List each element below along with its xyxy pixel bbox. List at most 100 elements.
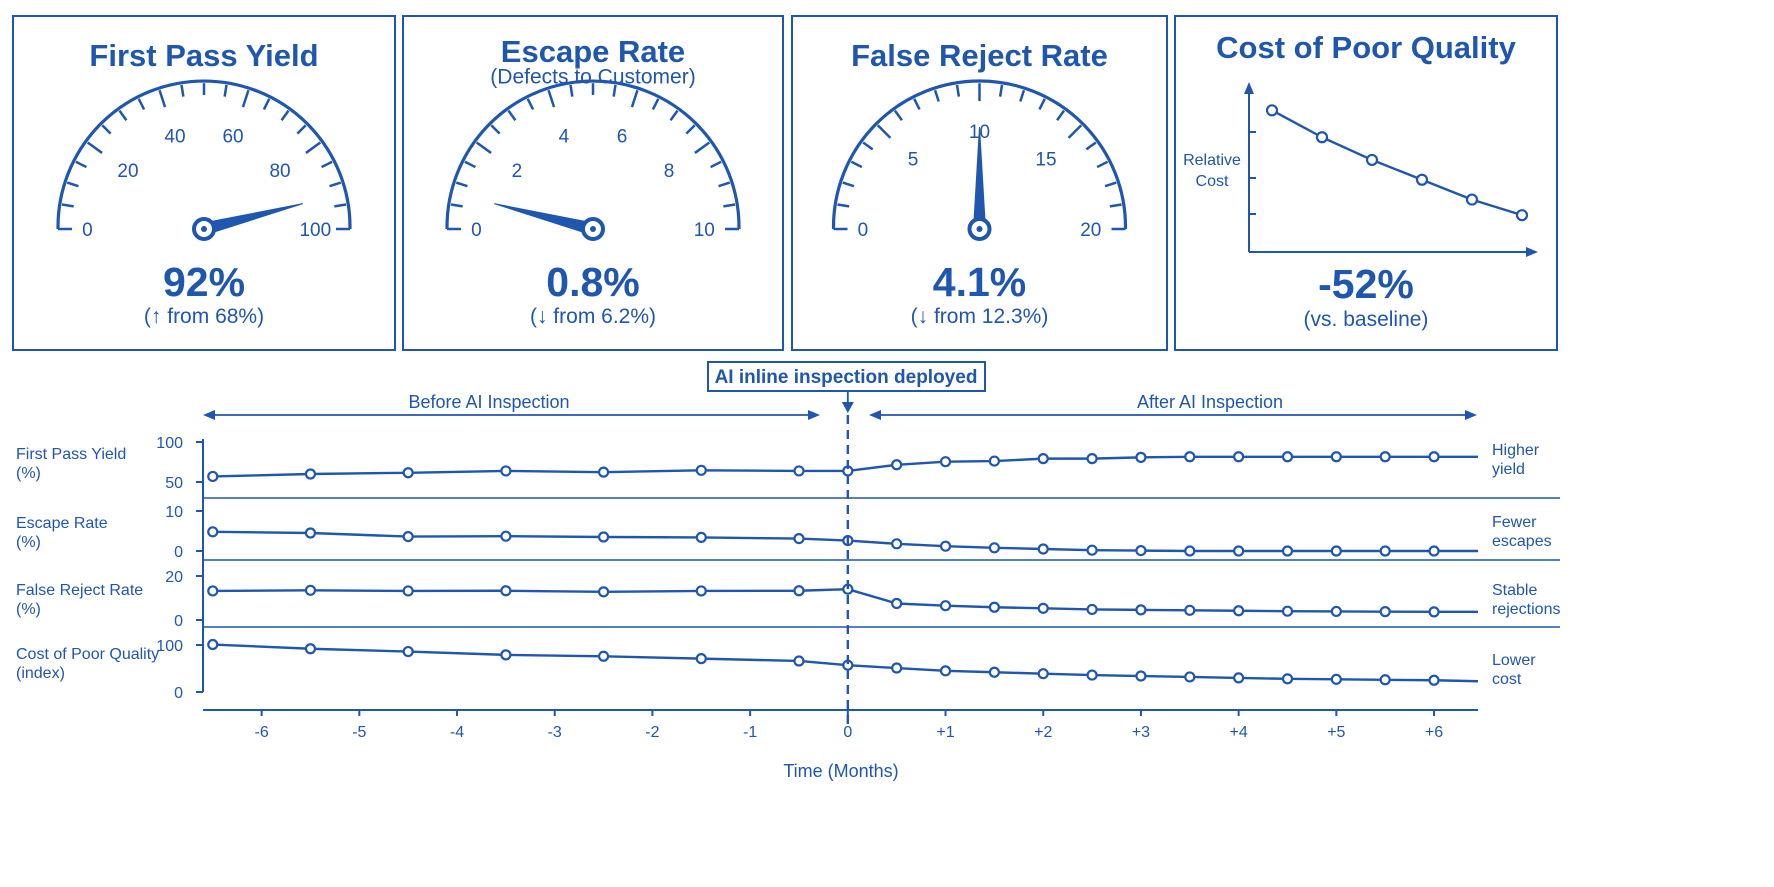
x-tick-label: -1 xyxy=(743,724,757,741)
row-point xyxy=(939,665,952,677)
x-tick-label: -5 xyxy=(352,724,366,741)
gauge-value: 4.1% xyxy=(933,259,1026,305)
row-ytick-top: 10 xyxy=(165,504,183,521)
gauge-tick xyxy=(723,203,736,208)
before-label: Before AI Inspection xyxy=(408,392,569,412)
gauge-tick xyxy=(669,109,679,121)
gauge-title: First Pass Yield xyxy=(89,38,318,73)
row-point xyxy=(1428,606,1440,618)
row-point xyxy=(1428,674,1440,686)
gauge-card-frame xyxy=(402,15,784,351)
gauge-tick xyxy=(490,124,501,135)
copq-series-line xyxy=(1271,109,1523,217)
gauge-scale-label: 40 xyxy=(164,127,185,148)
row-point xyxy=(207,470,219,483)
row-point xyxy=(500,585,512,597)
row-point xyxy=(500,649,512,661)
gauge-tick xyxy=(547,89,556,108)
row-point xyxy=(597,466,610,478)
row-point xyxy=(891,597,903,610)
row-point xyxy=(891,662,903,674)
row-point xyxy=(939,540,952,552)
row-point xyxy=(793,585,805,597)
copq-point xyxy=(1365,153,1379,167)
before-span-arrow-left xyxy=(203,410,215,420)
gauge-arc xyxy=(445,79,741,229)
row-note-line1: Stable xyxy=(1492,582,1537,599)
gauge-tick xyxy=(1067,124,1083,139)
gauge-scale-label: 80 xyxy=(269,161,290,182)
x-tick-label: -3 xyxy=(548,724,562,741)
row-point xyxy=(793,465,805,477)
gauge-tick xyxy=(101,124,112,135)
copq-point xyxy=(1515,209,1529,222)
gauge-scale-label: 10 xyxy=(694,220,715,241)
row-point xyxy=(1135,604,1147,616)
row-point xyxy=(1379,545,1391,557)
gauge-tick xyxy=(1038,98,1046,110)
row-point xyxy=(1428,545,1440,557)
row-note-line1: Fewer xyxy=(1492,514,1537,531)
row-point xyxy=(988,601,1000,613)
row-point xyxy=(1281,605,1294,617)
row-point xyxy=(1037,602,1049,614)
row-point xyxy=(1184,604,1196,616)
copq-y-arrow xyxy=(1244,82,1254,94)
gauge-tick xyxy=(262,98,271,110)
gauge-tick xyxy=(464,160,476,169)
row-point xyxy=(1086,603,1098,616)
gauge-hub-dot xyxy=(201,226,207,232)
gauge-scale-label: 4 xyxy=(559,127,570,148)
x-tick-label: -6 xyxy=(255,724,269,741)
row-label-line2: (%) xyxy=(16,465,41,482)
row-point xyxy=(988,542,1000,554)
copq-point xyxy=(1415,173,1429,186)
x-tick-label: -4 xyxy=(450,724,464,741)
gauge-tick xyxy=(1085,141,1097,151)
gauge-caption: (↑ from 68%) xyxy=(144,305,264,328)
copq-card-frame xyxy=(1174,15,1558,351)
row-point xyxy=(1037,453,1049,465)
row-ytick-bottom: 0 xyxy=(174,685,183,702)
copq-x-arrow xyxy=(1526,247,1538,257)
row-point xyxy=(1379,674,1391,686)
gauge-tick xyxy=(507,109,517,121)
row-point xyxy=(695,585,707,597)
row-label-line1: Cost of Poor Quality xyxy=(16,646,159,663)
gauge-value: 92% xyxy=(163,259,245,305)
gauge-tick xyxy=(710,160,722,169)
row-point xyxy=(1330,673,1342,685)
row-ytick-bottom: 0 xyxy=(174,544,183,561)
row-point xyxy=(597,531,610,543)
gauge-tick xyxy=(321,160,333,169)
gauge-tick xyxy=(651,98,660,110)
row-note-line1: Lower xyxy=(1492,652,1536,669)
timeline-row-2: Escape Rate (%) 10 0 Fewer escapes xyxy=(16,504,1560,561)
gauge-title: Escape Rate xyxy=(501,34,685,69)
row-point xyxy=(500,465,512,477)
row-point xyxy=(1281,545,1294,557)
timeline-row-1: First Pass Yield (%) 100 50 Higher yield xyxy=(16,435,1560,499)
gauge-tick xyxy=(180,84,185,97)
row-point xyxy=(939,600,952,612)
gauge-tick xyxy=(329,181,342,188)
row-point xyxy=(1379,606,1391,618)
gauge-tick xyxy=(569,84,574,97)
gauge-tick xyxy=(862,141,874,151)
banner-arrow xyxy=(841,402,854,413)
row-point xyxy=(793,532,805,545)
row-point xyxy=(1281,673,1294,685)
gauge-scale-label: 0 xyxy=(858,220,869,241)
row-point xyxy=(1086,544,1098,556)
row-point xyxy=(402,467,414,479)
gauge-scale-label: 20 xyxy=(117,161,138,182)
before-span-arrow-right xyxy=(808,410,820,420)
row-point xyxy=(1379,451,1391,463)
gauge-scale-label: 0 xyxy=(471,220,482,241)
gauge-tick xyxy=(1104,181,1117,188)
gauge-scale-label: 0 xyxy=(82,220,93,241)
row-point xyxy=(891,459,903,471)
row-point xyxy=(1428,451,1440,463)
copq-caption: (vs. baseline) xyxy=(1304,308,1429,331)
